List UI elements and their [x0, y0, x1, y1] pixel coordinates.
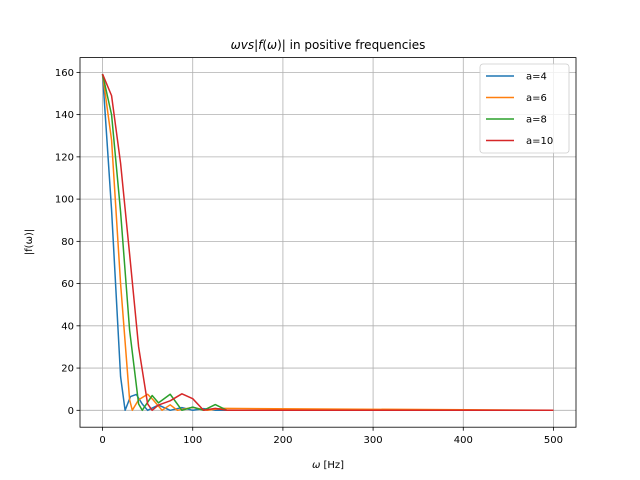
legend-entry: a=10 [526, 136, 553, 147]
x-axis-label-omega: ω [312, 460, 320, 471]
x-axis-label-unit: [Hz] [320, 460, 344, 471]
title-bar: | [254, 38, 258, 52]
y-ticks: 0 20 40 60 80 100 120 140 160 [55, 68, 80, 417]
legend-entry: a=4 [526, 72, 547, 83]
x-tick-label: 100 [183, 435, 202, 446]
series-line-a8 [101, 73, 554, 412]
title-f: f [258, 38, 264, 52]
legend-box [479, 63, 570, 154]
chart-title: ωvs|f(ω)| in positive frequencies [231, 38, 426, 52]
y-tick-label: 80 [61, 237, 74, 248]
y-tick-label: 20 [61, 364, 74, 375]
x-ticks: 0 100 200 300 400 500 [99, 427, 563, 446]
y-tick-label: 40 [61, 321, 74, 332]
title-omega-2: ω [267, 38, 277, 52]
title-omega: ω [231, 38, 241, 52]
x-tick-label: 300 [364, 435, 383, 446]
x-tick-label: 500 [544, 435, 563, 446]
x-tick-label: 200 [273, 435, 292, 446]
title-vs: vs [241, 38, 254, 52]
y-tick-label: 120 [55, 152, 74, 163]
y-tick-label: 140 [55, 110, 74, 121]
title-rest: )| in positive frequencies [277, 38, 425, 52]
y-axis-label: |f(ω)| [24, 229, 35, 255]
y-tick-label: 0 [68, 406, 74, 417]
legend-entry: a=6 [526, 93, 547, 104]
y-tick-label: 160 [55, 68, 74, 79]
series-group [101, 73, 554, 412]
title-paren: ( [262, 38, 267, 52]
x-tick-label: 400 [454, 435, 473, 446]
plot-frame [79, 57, 577, 428]
y-tick-label: 100 [55, 195, 74, 206]
legend: a=4 a=6 a=8 a=10 [479, 63, 570, 154]
grid [80, 57, 576, 428]
y-tick-label: 60 [61, 279, 74, 290]
x-axis-label: ω [Hz] [312, 460, 344, 471]
x-tick-label: 0 [99, 435, 105, 446]
legend-entry: a=8 [526, 115, 547, 126]
series-line-a10 [101, 73, 554, 412]
